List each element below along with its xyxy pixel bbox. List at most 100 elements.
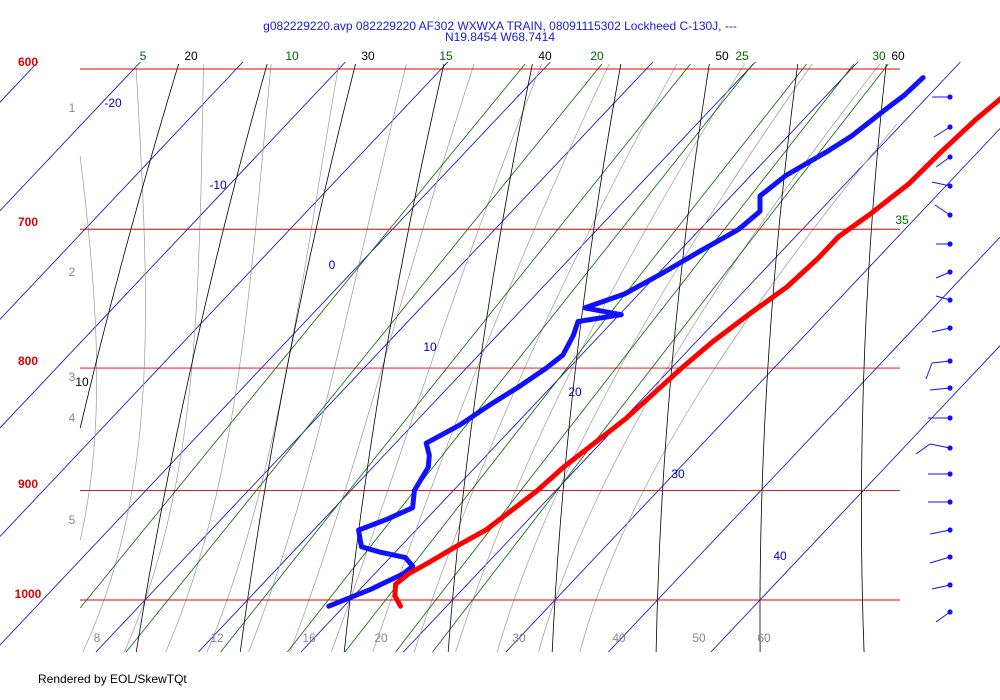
pressure-label: 800 [18,354,38,368]
mixing-ratio-line [432,63,889,653]
moist-adiabat-line [331,63,543,653]
isotherm-label: -10 [209,178,227,192]
wind-barb-shaft [935,156,951,168]
dry-adiabat-line [239,63,356,653]
bottom-temperature-label: 12 [210,631,224,645]
isotherm-label: 40 [773,549,787,563]
isotherm-line [198,61,756,653]
dry-adiabat-label: 50 [715,49,729,63]
dry-adiabat-line [861,63,887,653]
isotherm-line [608,236,1000,653]
moist-adiabat-line [248,63,407,653]
mixing-ratio-label: 30 [872,49,886,63]
wind-barb-shaft [935,295,951,301]
pressure-label: 600 [18,55,38,69]
wind-barb-shaft [929,529,951,535]
mixing-ratio-line [395,63,855,653]
bottom-temperature-label: 16 [302,631,316,645]
bottom-temperature-label: 8 [94,631,101,645]
dry-adiabat-line [759,63,799,652]
dry-adiabat-line [447,63,533,653]
temperature-profile-line [392,95,1000,609]
pressure-label: 700 [18,215,38,229]
pressure-label: 900 [18,477,38,491]
mixing-ratio-label: 20 [590,49,604,63]
height-label: 1 [69,101,76,115]
wind-barb-shaft [931,181,951,187]
bottom-temperature-label: 20 [374,631,388,645]
wind-barbs [915,94,953,623]
isotherm-label: 10 [423,340,437,354]
moist-adiabat-line [123,63,204,653]
bottom-temperature-label: 60 [757,631,771,645]
wind-barb-shaft [929,387,951,391]
isotherm-label: -20 [104,96,122,110]
mixing-ratio-label: 5 [140,49,147,63]
wind-barb-shaft [931,360,951,364]
isotherm-label: 0 [329,258,336,272]
wind-barb-shaft [935,611,951,623]
mixing-ratio-line [287,63,754,653]
wind-barb-flag [925,362,933,380]
dry-adiabat-label: 60 [891,49,905,63]
render-credit: Rendered by EOL/SkewTQt [38,672,187,686]
mixing-ratio-line [79,63,526,609]
wind-barb-shaft [934,204,951,216]
dry-adiabat-line [79,63,180,429]
isotherm-line [710,345,1000,653]
dry-adiabat-label: 10 [75,375,89,389]
chart-title-line-1: g082229220.avp 082229220 AF302 WXWXA TRA… [263,19,737,33]
isotherm-line [403,61,961,653]
isotherm-label: 30 [671,467,685,481]
mixing-ratio-label: 15 [439,49,453,63]
mixing-ratio-line [220,63,691,653]
dewpoint-profile-line [326,75,926,609]
moist-adiabat-line [579,123,898,653]
height-label: 3 [69,370,76,384]
wind-barb-shaft [929,556,951,564]
isotherm-line [505,128,1000,653]
dry-adiabat-label: 20 [184,49,198,63]
wind-barb-shaft [931,327,951,333]
wind-barb-shaft [931,584,951,590]
dry-adiabat-line [343,63,445,653]
wind-barb-shaft [935,271,951,279]
moist-adiabat-line [165,63,272,653]
wind-barb-flag [915,443,931,455]
dry-adiabat-line [135,63,268,653]
moist-adiabat-line [496,63,813,653]
height-label: 2 [69,265,76,279]
mixing-ratio-line [125,63,603,653]
bottom-temperature-label: 40 [612,631,626,645]
isotherm-line [0,61,346,429]
background-grid [0,61,1000,653]
moist-adiabat-line [413,63,678,653]
height-label: 5 [69,513,76,527]
dry-adiabat-label: 30 [361,49,375,63]
height-label: 4 [69,411,76,425]
wind-barb-shaft [933,126,951,138]
dry-adiabat-line [551,63,622,653]
isotherm-line [0,61,551,646]
moist-adiabat-line [82,63,146,653]
mixing-ratio-label: 10 [285,49,299,63]
bottom-temperature-label: 30 [512,631,526,645]
isotherm-line [0,61,449,538]
isotherm-line [95,61,654,653]
moist-adiabat-line [206,63,340,653]
wind-barb-shaft [929,443,951,449]
dry-adiabat-line [655,63,710,653]
mixing-ratio-label: 25 [735,49,749,63]
sounding-profiles [326,75,1000,609]
mixing-ratio-label: 35 [895,213,909,227]
moist-adiabat-line [79,155,98,541]
axis-labels: 600 700 800 900 1000 -20 -10 0 10 20 30 40 20 30 40 50 6… [15,49,909,645]
moist-adiabat-line [455,63,745,653]
bottom-temperature-label: 50 [692,631,706,645]
isotherm-line [300,61,859,653]
mixing-ratio-line [344,63,808,653]
isotherm-line [0,61,141,212]
dry-adiabat-label: 40 [538,49,552,63]
moist-adiabat-line [289,63,475,653]
